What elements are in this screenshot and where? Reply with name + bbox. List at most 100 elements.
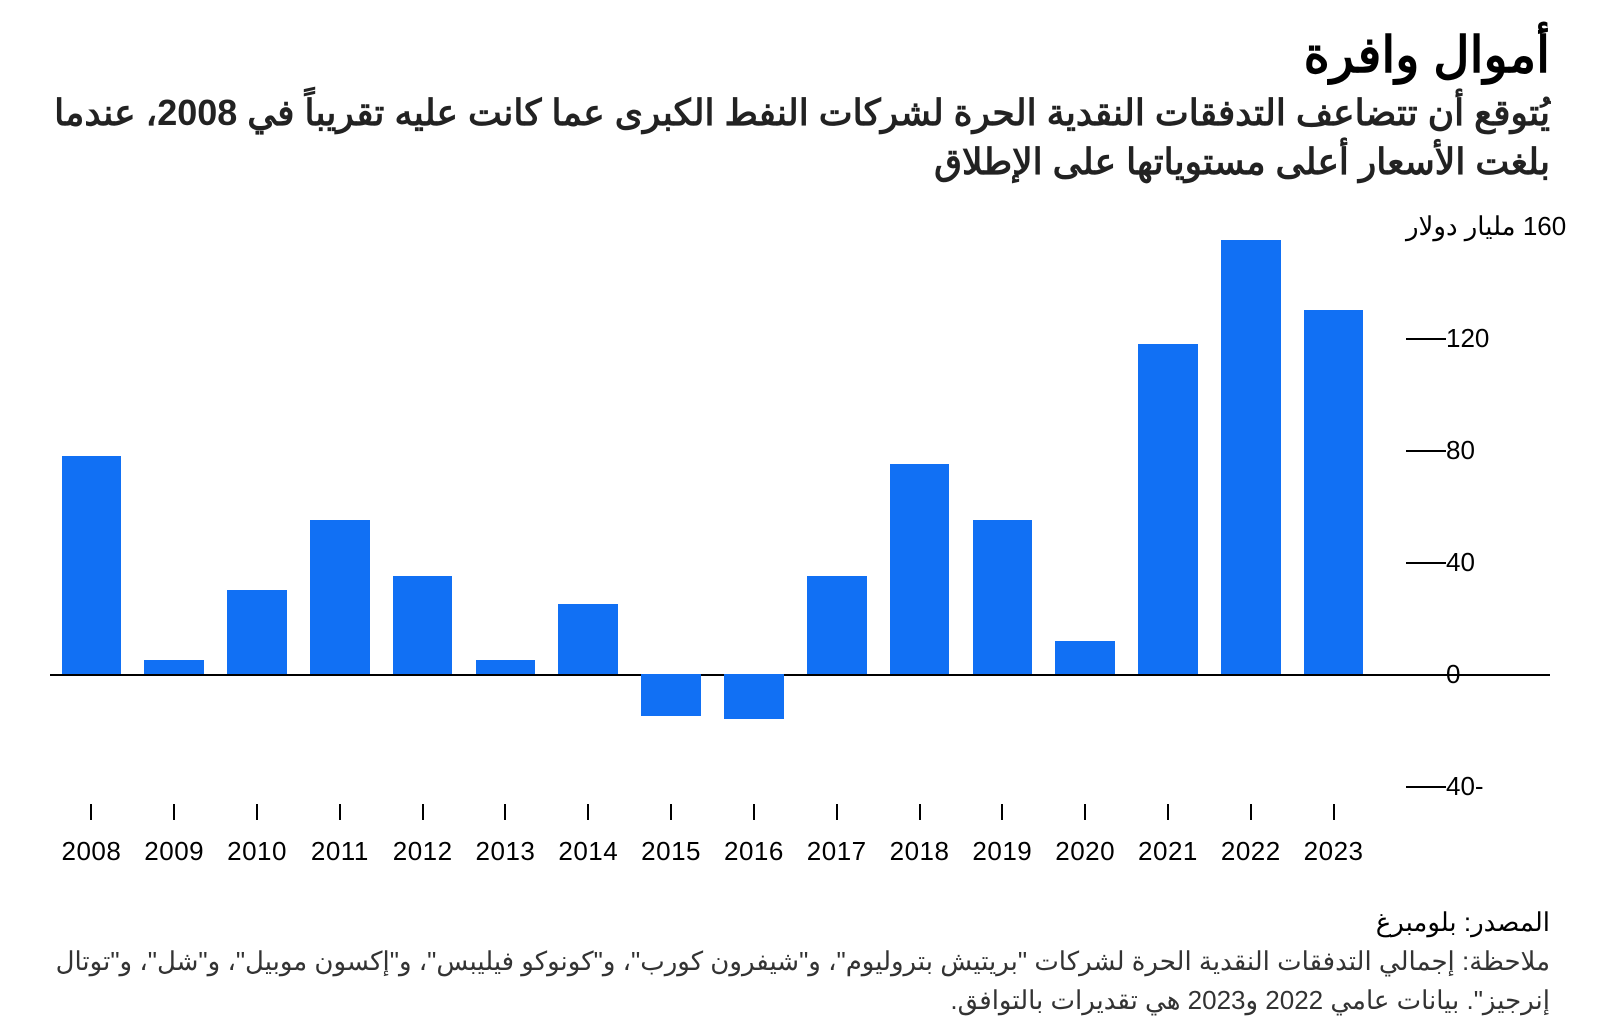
x-tick-mark bbox=[1167, 804, 1169, 820]
x-tick: 2022 bbox=[1209, 804, 1292, 867]
x-tick-label: 2011 bbox=[311, 836, 369, 867]
chart-title: أموال وافرة bbox=[50, 28, 1550, 83]
x-tick-label: 2009 bbox=[144, 836, 204, 867]
bar-slot bbox=[1127, 226, 1210, 786]
source-label: المصدر: بلومبرغ bbox=[50, 903, 1550, 942]
bar-slot bbox=[133, 226, 216, 786]
x-tick-mark bbox=[1084, 804, 1086, 820]
y-tick-mark bbox=[1406, 562, 1446, 564]
x-tick-label: 2021 bbox=[1138, 836, 1198, 867]
bar-slot bbox=[298, 226, 381, 786]
y-tick-mark bbox=[1406, 450, 1446, 452]
chart-card: أموال وافرة يُتوقع أن تتضاعف التدفقات ال… bbox=[0, 0, 1600, 1013]
x-tick: 2013 bbox=[464, 804, 547, 867]
x-tick-mark bbox=[422, 804, 424, 820]
x-tick: 2020 bbox=[1044, 804, 1127, 867]
bar-slot bbox=[961, 226, 1044, 786]
bar-slot bbox=[1292, 226, 1375, 786]
y-tick: 40 bbox=[1390, 547, 1550, 578]
bar-slot bbox=[1044, 226, 1127, 786]
bars-container bbox=[50, 226, 1375, 786]
bar-slot bbox=[713, 226, 796, 786]
y-tick: 80 bbox=[1390, 435, 1550, 466]
bar bbox=[1138, 344, 1198, 674]
y-tick-mark bbox=[1406, 786, 1446, 788]
bar-slot bbox=[795, 226, 878, 786]
y-tick-label: -40 bbox=[1446, 771, 1484, 802]
x-tick-label: 2020 bbox=[1055, 836, 1115, 867]
y-tick: -40 bbox=[1390, 771, 1550, 802]
x-tick-label: 2018 bbox=[890, 836, 950, 867]
chart-footer: المصدر: بلومبرغ ملاحظة: إجمالي التدفقات … bbox=[50, 903, 1550, 1020]
x-tick-label: 2023 bbox=[1304, 836, 1364, 867]
y-tick-label: 40 bbox=[1446, 547, 1475, 578]
bar bbox=[227, 590, 287, 674]
bar-slot bbox=[50, 226, 133, 786]
bar-slot bbox=[216, 226, 299, 786]
chart-subtitle: يُتوقع أن تتضاعف التدفقات النقدية الحرة … bbox=[50, 89, 1550, 186]
x-tick-mark bbox=[1001, 804, 1003, 820]
x-tick: 2018 bbox=[878, 804, 961, 867]
bar bbox=[973, 520, 1033, 674]
x-tick: 2010 bbox=[216, 804, 299, 867]
x-tick-mark bbox=[1333, 804, 1335, 820]
x-tick-mark bbox=[753, 804, 755, 820]
bar-slot bbox=[464, 226, 547, 786]
y-tick: 160 مليار دولار bbox=[1390, 211, 1550, 242]
x-tick-mark bbox=[90, 804, 92, 820]
x-tick: 2021 bbox=[1127, 804, 1210, 867]
y-axis-labels: 160 مليار دولار12080400-40 bbox=[1390, 226, 1550, 786]
note-label: ملاحظة: إجمالي التدفقات النقدية الحرة لش… bbox=[50, 942, 1550, 1020]
bar-slot bbox=[547, 226, 630, 786]
x-tick: 2011 bbox=[298, 804, 381, 867]
bar-slot bbox=[1209, 226, 1292, 786]
bar bbox=[1221, 240, 1281, 674]
bar-slot bbox=[878, 226, 961, 786]
bar bbox=[310, 520, 370, 674]
x-tick-label: 2013 bbox=[476, 836, 536, 867]
x-tick: 2012 bbox=[381, 804, 464, 867]
chart-plot-area: 160 مليار دولار12080400-40 bbox=[50, 226, 1550, 786]
x-tick-label: 2022 bbox=[1221, 836, 1281, 867]
x-tick-mark bbox=[173, 804, 175, 820]
bar bbox=[1304, 310, 1364, 674]
bar bbox=[393, 576, 453, 674]
bar bbox=[807, 576, 867, 674]
bar bbox=[641, 674, 701, 716]
bar bbox=[558, 604, 618, 674]
x-tick: 2019 bbox=[961, 804, 1044, 867]
x-tick-mark bbox=[256, 804, 258, 820]
x-tick-label: 2014 bbox=[558, 836, 618, 867]
bar bbox=[724, 674, 784, 719]
x-tick: 2023 bbox=[1292, 804, 1375, 867]
plot-region bbox=[50, 226, 1375, 786]
x-axis: 2008 2009 2010 2011 2012 2013 2014 20152016 2017… bbox=[50, 804, 1550, 867]
bar bbox=[1055, 641, 1115, 675]
x-tick: 2014 bbox=[547, 804, 630, 867]
bar bbox=[476, 660, 536, 674]
x-tick-label: 2019 bbox=[972, 836, 1032, 867]
y-tick-mark bbox=[1406, 338, 1446, 340]
x-tick-label: 2017 bbox=[807, 836, 867, 867]
bar-slot bbox=[630, 226, 713, 786]
x-tick-label: 2010 bbox=[227, 836, 287, 867]
x-tick: 2015 bbox=[630, 804, 713, 867]
x-tick-mark bbox=[919, 804, 921, 820]
y-tick: 120 bbox=[1390, 323, 1550, 354]
y-tick-label: 80 bbox=[1446, 435, 1475, 466]
bar-slot bbox=[381, 226, 464, 786]
x-tick-mark bbox=[836, 804, 838, 820]
x-tick-mark bbox=[587, 804, 589, 820]
bar bbox=[144, 660, 204, 674]
bar bbox=[890, 464, 950, 674]
x-tick-label: 2012 bbox=[393, 836, 453, 867]
x-tick: 2009 bbox=[133, 804, 216, 867]
x-tick-mark bbox=[670, 804, 672, 820]
x-tick-label: 2008 bbox=[61, 836, 121, 867]
x-tick: 2016 bbox=[713, 804, 796, 867]
y-tick-label: 120 bbox=[1446, 323, 1489, 354]
x-tick: 2017 bbox=[795, 804, 878, 867]
x-tick-mark bbox=[339, 804, 341, 820]
x-tick-mark bbox=[504, 804, 506, 820]
x-tick: 2008 bbox=[50, 804, 133, 867]
